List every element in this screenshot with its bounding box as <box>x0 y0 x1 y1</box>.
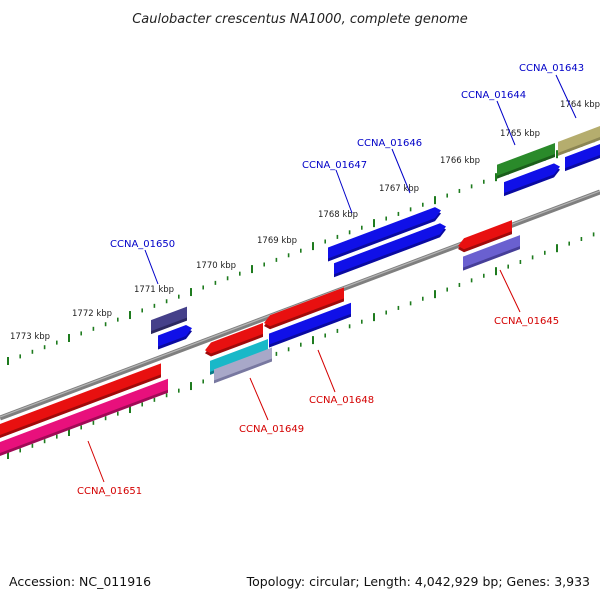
gene-labels: CCNA_01643 CCNA_01644 CCNA_01646 CCNA_01… <box>77 63 584 497</box>
kbp-label: 1773 kbp <box>10 332 50 342</box>
gene-label-ccna-01644[interactable]: CCNA_01644 <box>461 90 526 101</box>
kbp-label: 1767 kbp <box>379 184 419 194</box>
gene-label-ccna-01649[interactable]: CCNA_01649 <box>239 424 304 435</box>
gene-bar-body <box>565 144 600 169</box>
gene-label-ccna-01651[interactable]: CCNA_01651 <box>77 486 142 497</box>
gene-bar-body <box>214 347 272 381</box>
gene-bar-ccna-01651[interactable] <box>0 363 161 438</box>
genome-summary-text: Topology: circular; Length: 4,042,929 bp… <box>246 574 590 589</box>
gene-bar-body <box>458 220 512 250</box>
gene-bar-ccna-01647b[interactable] <box>334 236 405 278</box>
map-title: Caulobacter crescentus NA1000, complete … <box>132 12 468 27</box>
gene-label-ccna-01646[interactable]: CCNA_01646 <box>357 138 422 149</box>
kbp-label: 1772 kbp <box>72 309 112 319</box>
tick-marks <box>7 138 595 459</box>
kbp-label: 1770 kbp <box>196 261 236 271</box>
gene-bar-body <box>504 163 560 194</box>
gene-label-ccna-01645[interactable]: CCNA_01645 <box>494 316 559 327</box>
gene-bar-body <box>558 126 600 153</box>
gene-bar-body <box>497 142 555 176</box>
kbp-label: 1765 kbp <box>500 129 540 139</box>
gene-bar-ccna-01644b[interactable] <box>504 163 560 197</box>
gene-bar-body <box>328 207 441 259</box>
gene-bar-ccna-01647[interactable] <box>328 207 441 262</box>
gene-label-ccna-01648[interactable]: CCNA_01648 <box>309 395 374 406</box>
gene-bar-ccna-01645b[interactable] <box>463 235 520 271</box>
gene-label-lines <box>87 74 577 483</box>
gene-bar-ccna-01643b[interactable] <box>565 144 600 172</box>
gene-bar-ccna-01644[interactable] <box>497 142 555 179</box>
gene-bar-body <box>264 287 344 327</box>
gene-bar-ccna-01650b[interactable] <box>158 324 192 350</box>
gene-bar-body <box>463 235 520 268</box>
kbp-label: 1764 kbp <box>560 100 600 110</box>
gene-bar-ccna-01649c[interactable] <box>214 347 272 384</box>
gene-bar-ccna-01643[interactable] <box>558 126 600 156</box>
gene-label-ccna-01647[interactable]: CCNA_01647 <box>302 160 367 171</box>
kbp-labels: 1764 kbp 1765 kbp 1766 kbp 1767 kbp 1768… <box>10 100 600 342</box>
gene-bar-body <box>158 324 192 347</box>
gene-bar-ccna-01645[interactable] <box>458 220 512 253</box>
gene-bar-body <box>205 322 263 354</box>
accession-text: Accession: NC_011916 <box>9 574 151 589</box>
gene-bar-ccna-01648b[interactable] <box>269 302 351 348</box>
gene-bar-body <box>269 302 351 345</box>
gene-bar-ccna-01649[interactable] <box>205 322 263 357</box>
gene-features <box>0 126 600 456</box>
gene-bar-ccna-01651b[interactable] <box>0 378 168 456</box>
gene-bar-body <box>334 236 405 275</box>
kbp-label: 1766 kbp <box>440 156 480 166</box>
gene-bar-body <box>0 378 168 453</box>
gene-bar-body <box>405 223 446 248</box>
gene-bar-body <box>210 339 268 372</box>
gene-bar-body <box>151 306 187 332</box>
gene-bar-ccna-01648[interactable] <box>264 287 344 330</box>
gene-label-ccna-01650[interactable]: CCNA_01650 <box>110 239 175 250</box>
gene-bar-body <box>0 363 161 435</box>
gene-label-ccna-01643[interactable]: CCNA_01643 <box>519 63 584 74</box>
kbp-label: 1768 kbp <box>318 210 358 220</box>
kbp-label: 1769 kbp <box>257 236 297 246</box>
gene-bar-ccna-01646[interactable] <box>405 223 446 251</box>
kbp-label: 1771 kbp <box>134 285 174 295</box>
gene-bar-ccna-01650[interactable] <box>151 306 187 335</box>
